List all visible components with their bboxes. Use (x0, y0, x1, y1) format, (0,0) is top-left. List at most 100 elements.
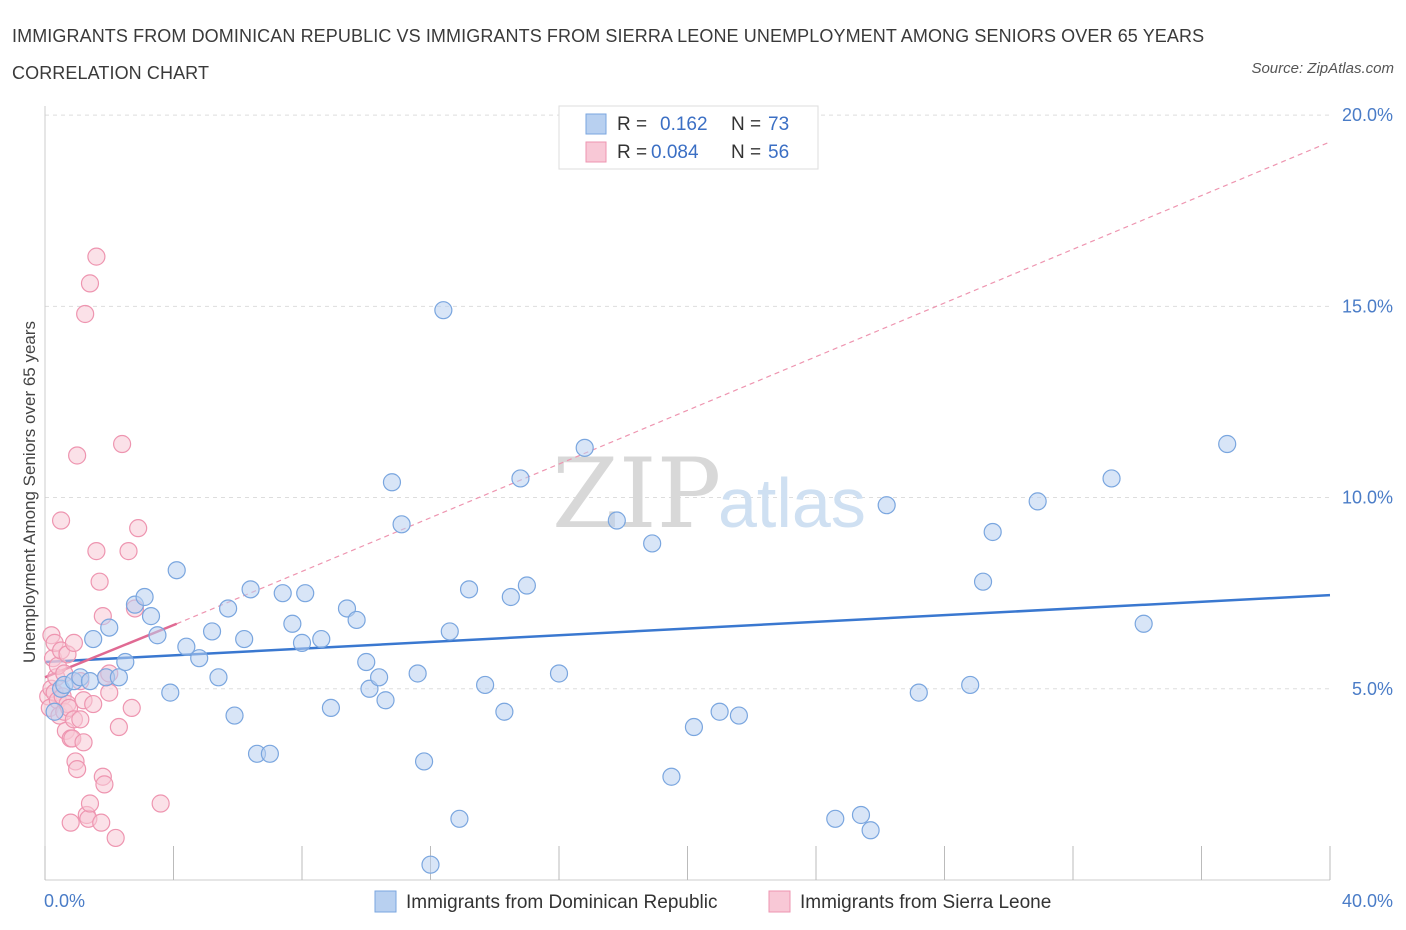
point-dominican (826, 809, 845, 828)
point-dominican (190, 649, 209, 668)
source-label: Source: ZipAtlas.com (1251, 60, 1394, 77)
point-dominican (321, 698, 341, 718)
point-dominican (100, 618, 119, 637)
point-sierra-leone (151, 794, 170, 813)
point-dominican (511, 469, 530, 488)
point-sierra-leone (87, 247, 106, 266)
point-dominican (877, 496, 896, 515)
point-sierra-leone (106, 828, 125, 848)
axes (44, 106, 1331, 881)
point-dominican (161, 683, 180, 702)
point-dominican (116, 652, 135, 672)
data-points (39, 247, 1237, 874)
point-dominican (414, 752, 434, 771)
point-dominican (1218, 434, 1237, 454)
point-dominican (273, 584, 292, 603)
watermark-zip: ZIP (552, 438, 721, 550)
point-dominican (408, 664, 427, 683)
point-sierra-leone (64, 633, 84, 652)
point-dominican (312, 629, 331, 649)
bottom-legend-swatch-sierra-leone (768, 890, 791, 913)
point-sierra-leone (92, 813, 111, 832)
point-dominican (961, 675, 980, 695)
point-sierra-leone (112, 434, 132, 454)
point-dominican (219, 599, 238, 618)
bottom-legend-swatch-dominican (374, 890, 397, 913)
legend-r-value-1: 0.162 (660, 114, 708, 135)
x-tick-label-max: 40.0% (1342, 891, 1393, 911)
point-sierra-leone (80, 274, 100, 293)
point-dominican (501, 587, 520, 607)
point-dominican (382, 473, 402, 492)
legend-r-value-2: 0.084 (651, 142, 699, 163)
point-dominican (440, 622, 459, 641)
point-dominican (148, 626, 167, 645)
y-tick-label: 20.0% (1342, 105, 1393, 125)
y-tick-labels: 5.0% 10.0% 15.0% 20.0% (1342, 105, 1393, 699)
point-dominican (135, 587, 154, 607)
point-sierra-leone (71, 710, 90, 729)
point-sierra-leone (76, 304, 95, 324)
point-dominican (177, 637, 196, 656)
chart-title: IMMIGRANTS FROM DOMINICAN REPUBLIC VS IM… (12, 26, 1205, 83)
point-dominican (370, 668, 389, 687)
point-sierra-leone (87, 542, 106, 561)
y-axis-label: Unemployment Among Seniors over 65 years (20, 321, 39, 663)
legend-swatch-sierra-leone (585, 141, 607, 163)
point-dominican (225, 706, 244, 725)
point-dominican (729, 706, 749, 725)
legend-r-label-1: R = (617, 114, 647, 135)
point-dominican (434, 301, 453, 320)
point-dominican (392, 515, 411, 534)
point-dominican (851, 805, 871, 825)
point-dominican (241, 580, 260, 599)
point-sierra-leone (122, 698, 141, 718)
point-sierra-leone (109, 717, 128, 737)
legend-n-value-2: 56 (768, 142, 789, 163)
legend-n-label-1: N = (731, 114, 761, 135)
point-sierra-leone (100, 683, 119, 702)
series-legend: Immigrants from Dominican Republic Immig… (374, 890, 1051, 913)
zipatlas-watermark: ZIP atlas (552, 438, 866, 550)
point-dominican (296, 584, 315, 603)
y-tick-label: 10.0% (1342, 488, 1393, 508)
point-dominican (235, 629, 254, 649)
trend-lines (44, 141, 1331, 679)
y-tick-label: 15.0% (1342, 296, 1393, 316)
point-sierra-leone (61, 813, 80, 832)
point-dominican (643, 534, 662, 553)
legend-n-value-1: 73 (768, 114, 789, 135)
point-dominican (909, 683, 928, 702)
point-sierra-leone (51, 511, 71, 530)
point-dominican (450, 809, 469, 828)
legend-n-label-2: N = (731, 142, 761, 163)
point-dominican (292, 633, 312, 652)
point-dominican (575, 438, 594, 457)
watermark-atlas: atlas (718, 464, 866, 542)
trend-line-dominican (44, 593, 1331, 664)
point-dominican (1102, 469, 1121, 488)
point-dominican (421, 855, 440, 874)
point-sierra-leone (68, 759, 87, 779)
point-dominican (109, 668, 128, 687)
bottom-legend-label-sierra-leone: Immigrants from Sierra Leone (800, 892, 1051, 913)
point-dominican (45, 702, 64, 721)
point-dominican (1134, 614, 1153, 633)
point-dominican (549, 664, 569, 683)
y-tick-label: 5.0% (1352, 679, 1393, 699)
point-dominican (283, 614, 302, 633)
point-dominican (80, 672, 100, 691)
point-sierra-leone (119, 542, 138, 561)
point-dominican (209, 668, 228, 687)
bottom-legend-label-dominican: Immigrants from Dominican Republic (406, 892, 718, 913)
point-dominican (983, 522, 1002, 542)
x-tick-label-min: 0.0% (44, 891, 85, 911)
point-dominican (1028, 492, 1047, 511)
point-dominican (517, 576, 536, 595)
point-sierra-leone (90, 572, 109, 591)
point-dominican (710, 702, 729, 721)
trend-line-sierra-leone-extended (176, 141, 1331, 625)
point-dominican (202, 622, 222, 641)
point-dominican (861, 821, 880, 840)
